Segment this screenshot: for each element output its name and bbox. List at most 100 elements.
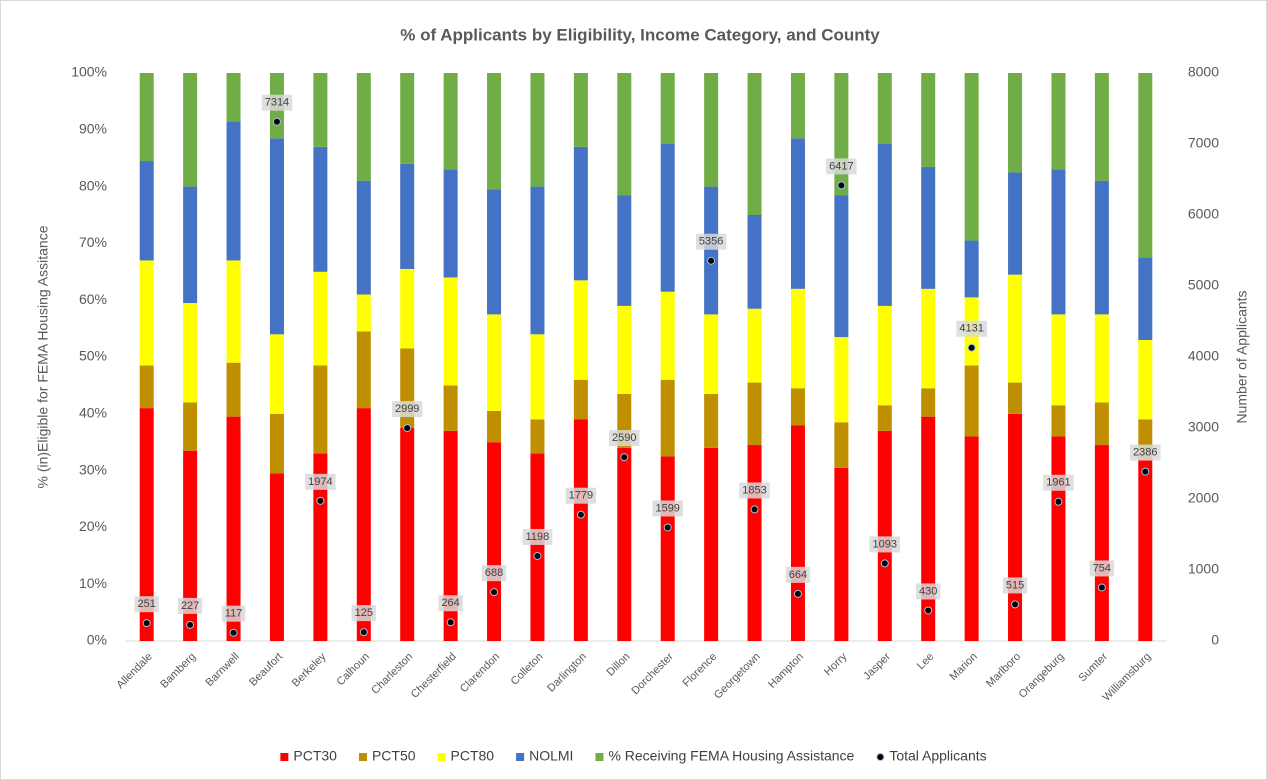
legend-marker bbox=[516, 753, 525, 761]
point bbox=[316, 496, 325, 505]
bar-segment bbox=[573, 73, 588, 147]
y2-tick-label: 6000 bbox=[1188, 206, 1219, 222]
bar-segment bbox=[400, 73, 415, 164]
bar-segment bbox=[183, 73, 198, 187]
point bbox=[1097, 583, 1106, 592]
y-axis-title: % (in)Eligible for FEMA Housing Assitanc… bbox=[35, 225, 51, 488]
data-label-box bbox=[956, 320, 987, 337]
bar-segment bbox=[487, 410, 502, 443]
data-label: 251 bbox=[138, 598, 156, 610]
point bbox=[880, 559, 889, 568]
bar-segment bbox=[1051, 73, 1066, 170]
bar-segment bbox=[704, 73, 719, 187]
bar-segment bbox=[269, 138, 284, 335]
bar-segment bbox=[1008, 172, 1023, 275]
point bbox=[924, 606, 933, 615]
legend-label: PCT50 bbox=[372, 748, 416, 764]
bar-segment bbox=[573, 379, 588, 420]
point bbox=[229, 628, 238, 637]
bar-segment bbox=[964, 73, 979, 241]
bar-segment bbox=[139, 260, 154, 366]
bar-segment bbox=[1008, 274, 1023, 383]
bar-segment bbox=[573, 280, 588, 380]
data-label-box bbox=[916, 583, 941, 600]
bar-segment bbox=[443, 277, 458, 386]
bar-segment bbox=[877, 305, 892, 406]
bar-segment bbox=[443, 169, 458, 278]
bar-segment bbox=[269, 473, 284, 641]
point bbox=[793, 589, 802, 598]
bar-segment bbox=[487, 189, 502, 315]
bar-segment bbox=[269, 334, 284, 414]
bar-segment bbox=[313, 146, 328, 272]
bar-segment bbox=[617, 447, 632, 641]
bar-segment bbox=[747, 215, 762, 309]
point bbox=[576, 510, 585, 519]
chart-title: % of Applicants by Eligibility, Income C… bbox=[400, 25, 880, 44]
bar-segment bbox=[443, 430, 458, 641]
point bbox=[1011, 600, 1020, 609]
data-label-box bbox=[177, 597, 203, 614]
bar-segment bbox=[747, 382, 762, 446]
bar-segment bbox=[1094, 314, 1109, 403]
bar-segment bbox=[183, 402, 198, 451]
bar-segment bbox=[487, 442, 502, 641]
bar-segment bbox=[834, 337, 849, 423]
bar-segment bbox=[747, 445, 762, 641]
y-tick-label: 50% bbox=[79, 348, 107, 364]
data-label-box bbox=[1130, 444, 1161, 461]
bar-segment bbox=[269, 413, 284, 474]
bar-segment bbox=[400, 428, 415, 641]
bar-segment bbox=[530, 73, 545, 187]
bar-segment bbox=[356, 294, 371, 332]
point bbox=[1054, 497, 1063, 506]
data-label-box bbox=[609, 430, 640, 447]
bar-segment bbox=[1138, 257, 1153, 340]
data-label: 1599 bbox=[655, 502, 679, 514]
bar-segment bbox=[226, 121, 241, 261]
data-label: 430 bbox=[919, 585, 937, 597]
y2-tick-label: 8000 bbox=[1188, 64, 1219, 80]
data-label-box bbox=[261, 94, 293, 111]
data-label-box bbox=[351, 605, 376, 622]
legend-marker bbox=[358, 753, 367, 761]
data-label: 227 bbox=[181, 600, 199, 612]
bar-segment bbox=[790, 388, 805, 426]
bar-segment bbox=[704, 186, 719, 315]
bar-segment bbox=[226, 260, 241, 363]
bar-segment bbox=[487, 314, 502, 411]
bar-segment bbox=[834, 73, 849, 196]
bar-segment bbox=[139, 408, 154, 641]
y-tick-label: 0% bbox=[87, 632, 107, 648]
y2-tick-label: 1000 bbox=[1188, 561, 1219, 577]
bar-segment bbox=[1138, 339, 1153, 420]
point bbox=[403, 424, 412, 433]
data-label: 664 bbox=[789, 569, 807, 581]
bar-segment bbox=[790, 425, 805, 641]
bar-segment bbox=[747, 308, 762, 383]
data-label-box bbox=[305, 473, 336, 490]
bar-segment bbox=[443, 385, 458, 431]
bar-segment bbox=[834, 195, 849, 338]
bar-segment bbox=[1094, 73, 1109, 181]
bar-segment bbox=[964, 436, 979, 641]
bar-segment bbox=[660, 144, 675, 292]
point bbox=[1141, 467, 1150, 476]
bar-segment bbox=[921, 388, 936, 417]
bar-segment bbox=[530, 186, 545, 335]
bar-segment bbox=[660, 291, 675, 380]
legend-marker bbox=[876, 753, 885, 761]
data-label-box bbox=[1043, 474, 1074, 491]
bar-segment bbox=[790, 288, 805, 389]
legend-marker bbox=[437, 753, 446, 761]
legend-label: % Receiving FEMA Housing Assistance bbox=[608, 748, 854, 764]
bar-segment bbox=[1138, 73, 1153, 258]
bar-segment bbox=[313, 365, 328, 454]
bar-segment bbox=[573, 146, 588, 281]
data-label: 125 bbox=[355, 607, 373, 619]
y-tick-label: 70% bbox=[79, 234, 107, 250]
bar-segment bbox=[443, 73, 458, 170]
bar-segment bbox=[530, 453, 545, 641]
data-label-box bbox=[695, 233, 727, 250]
